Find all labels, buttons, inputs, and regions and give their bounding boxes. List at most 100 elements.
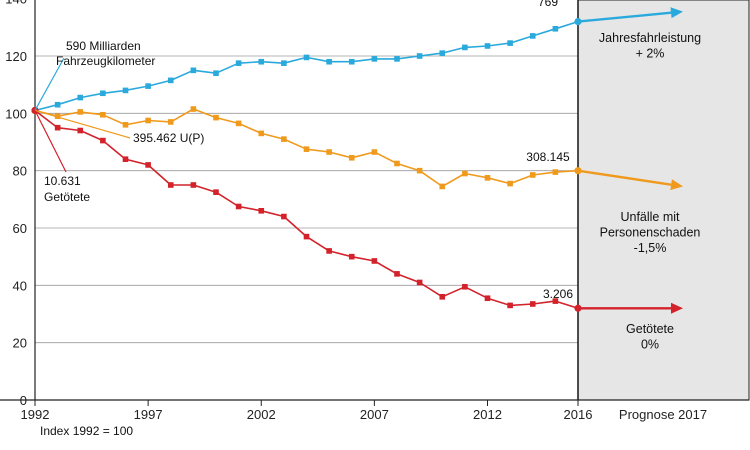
prognosis-arrowhead-fahrleistung (670, 7, 683, 19)
data-point-unfaelle (439, 183, 446, 190)
data-point-fahrleistung (258, 58, 265, 65)
data-point-unfaelle (574, 167, 582, 175)
data-point-unfaelle (326, 149, 332, 155)
data-point-getoetete (439, 294, 446, 300)
data-point-unfaelle (122, 122, 129, 128)
y-tick-label: 20 (13, 336, 27, 351)
y-tick-label: 80 (13, 164, 27, 179)
data-point-unfaelle (145, 117, 151, 124)
data-point-getoetete (507, 302, 513, 309)
data-point-unfaelle (235, 120, 242, 127)
data-point-getoetete (258, 208, 265, 214)
y-tick-label: 140 (5, 0, 27, 7)
data-point-unfaelle (371, 149, 378, 155)
data-point-fahrleistung (54, 101, 61, 108)
data-point-getoetete (326, 248, 332, 254)
data-point-fahrleistung (281, 60, 287, 66)
x-tick-label: 2007 (360, 407, 389, 422)
data-point-unfaelle (507, 180, 513, 187)
data-point-unfaelle (281, 136, 287, 142)
x-tick-label: 2016 (564, 407, 593, 422)
data-point-fahrleistung (371, 56, 378, 62)
data-point-getoetete (122, 156, 129, 162)
prognosis-text-unfaelle: -1,5% (634, 241, 667, 255)
prognosis-text-unfaelle: Unfälle mit (620, 210, 680, 224)
data-point-unfaelle (394, 160, 400, 167)
y-tick-label: 120 (5, 49, 27, 64)
data-point-getoetete (394, 271, 400, 277)
data-point-getoetete (213, 189, 219, 195)
data-point-getoetete (484, 295, 491, 302)
data-point-fahrleistung (213, 70, 219, 76)
index-note: Index 1992 = 100 (40, 424, 133, 438)
data-point-getoetete (303, 233, 310, 240)
leader-line-unfaelle (34, 109, 131, 139)
data-point-fahrleistung (394, 56, 400, 62)
data-point-getoetete (100, 137, 106, 144)
data-point-unfaelle (348, 154, 355, 161)
data-point-fahrleistung (348, 58, 355, 65)
data-point-fahrleistung (190, 67, 197, 74)
data-point-unfaelle (484, 175, 491, 181)
data-point-getoetete (281, 213, 287, 220)
prognosis-text-fahrleistung: Jahresfahrleistung (599, 31, 701, 45)
data-point-unfaelle (529, 172, 536, 178)
data-point-fahrleistung (167, 77, 174, 84)
prognosis-axis-label: Prognose 2017 (619, 407, 707, 422)
leader-line-getoetete (34, 110, 67, 173)
prognosis-arrow-unfaelle (577, 169, 672, 186)
y-tick-label: 40 (13, 278, 27, 293)
prognosis-text-unfaelle: Personenschaden (600, 226, 701, 240)
data-point-getoetete (190, 182, 197, 188)
data-point-fahrleistung (416, 53, 423, 59)
data-point-getoetete (77, 127, 84, 134)
data-point-unfaelle (462, 170, 468, 177)
y-tick-label: 100 (5, 106, 27, 121)
end-value-label-fahrleistung: 769 (538, 0, 558, 9)
data-point-getoetete (54, 124, 61, 131)
data-point-getoetete (529, 301, 536, 307)
data-point-fahrleistung (552, 25, 559, 32)
prognosis-panel (577, 0, 750, 401)
prognosis-arrowhead-unfaelle (670, 179, 683, 191)
data-point-unfaelle (100, 111, 106, 118)
data-point-fahrleistung (462, 44, 468, 51)
prognosis-text-fahrleistung: + 2% (636, 47, 665, 61)
data-point-getoetete (167, 182, 174, 188)
data-point-unfaelle (167, 119, 174, 125)
data-point-fahrleistung (507, 40, 513, 46)
end-value-label-unfaelle: 308.145 (526, 150, 570, 164)
start-label-fahrleistung: 590 Milliarden (66, 39, 141, 53)
data-point-fahrleistung (100, 90, 106, 97)
x-tick-label: 1992 (21, 407, 50, 422)
leader-line-fahrleistung (34, 57, 65, 111)
data-point-fahrleistung (303, 54, 310, 61)
x-tick-label: 1997 (134, 407, 163, 422)
data-point-getoetete (235, 203, 242, 210)
data-point-fahrleistung (326, 58, 332, 65)
prognosis-text-getoetete: Getötete (626, 322, 674, 336)
prognosis-arrow-fahrleistung (577, 11, 672, 23)
prognosis-text-getoetete: 0% (641, 338, 659, 352)
data-point-getoetete (416, 279, 423, 286)
data-point-fahrleistung (235, 60, 242, 66)
data-point-unfaelle (416, 167, 423, 174)
data-point-fahrleistung (484, 43, 491, 49)
start-label-getoetete: 10.631 (44, 174, 81, 188)
data-point-getoetete (462, 283, 468, 290)
data-point-getoetete (552, 298, 559, 304)
data-point-unfaelle (258, 130, 265, 137)
y-tick-label: 60 (13, 221, 27, 236)
data-point-fahrleistung (439, 50, 446, 56)
data-point-fahrleistung (145, 83, 151, 89)
data-point-unfaelle (77, 109, 84, 115)
data-point-unfaelle (303, 146, 310, 152)
data-point-unfaelle (54, 113, 61, 119)
series-line-getoetete (34, 109, 579, 310)
data-point-unfaelle (552, 169, 559, 175)
data-point-unfaelle (213, 114, 219, 121)
data-point-fahrleistung (122, 87, 129, 94)
x-tick-label: 2002 (247, 407, 276, 422)
